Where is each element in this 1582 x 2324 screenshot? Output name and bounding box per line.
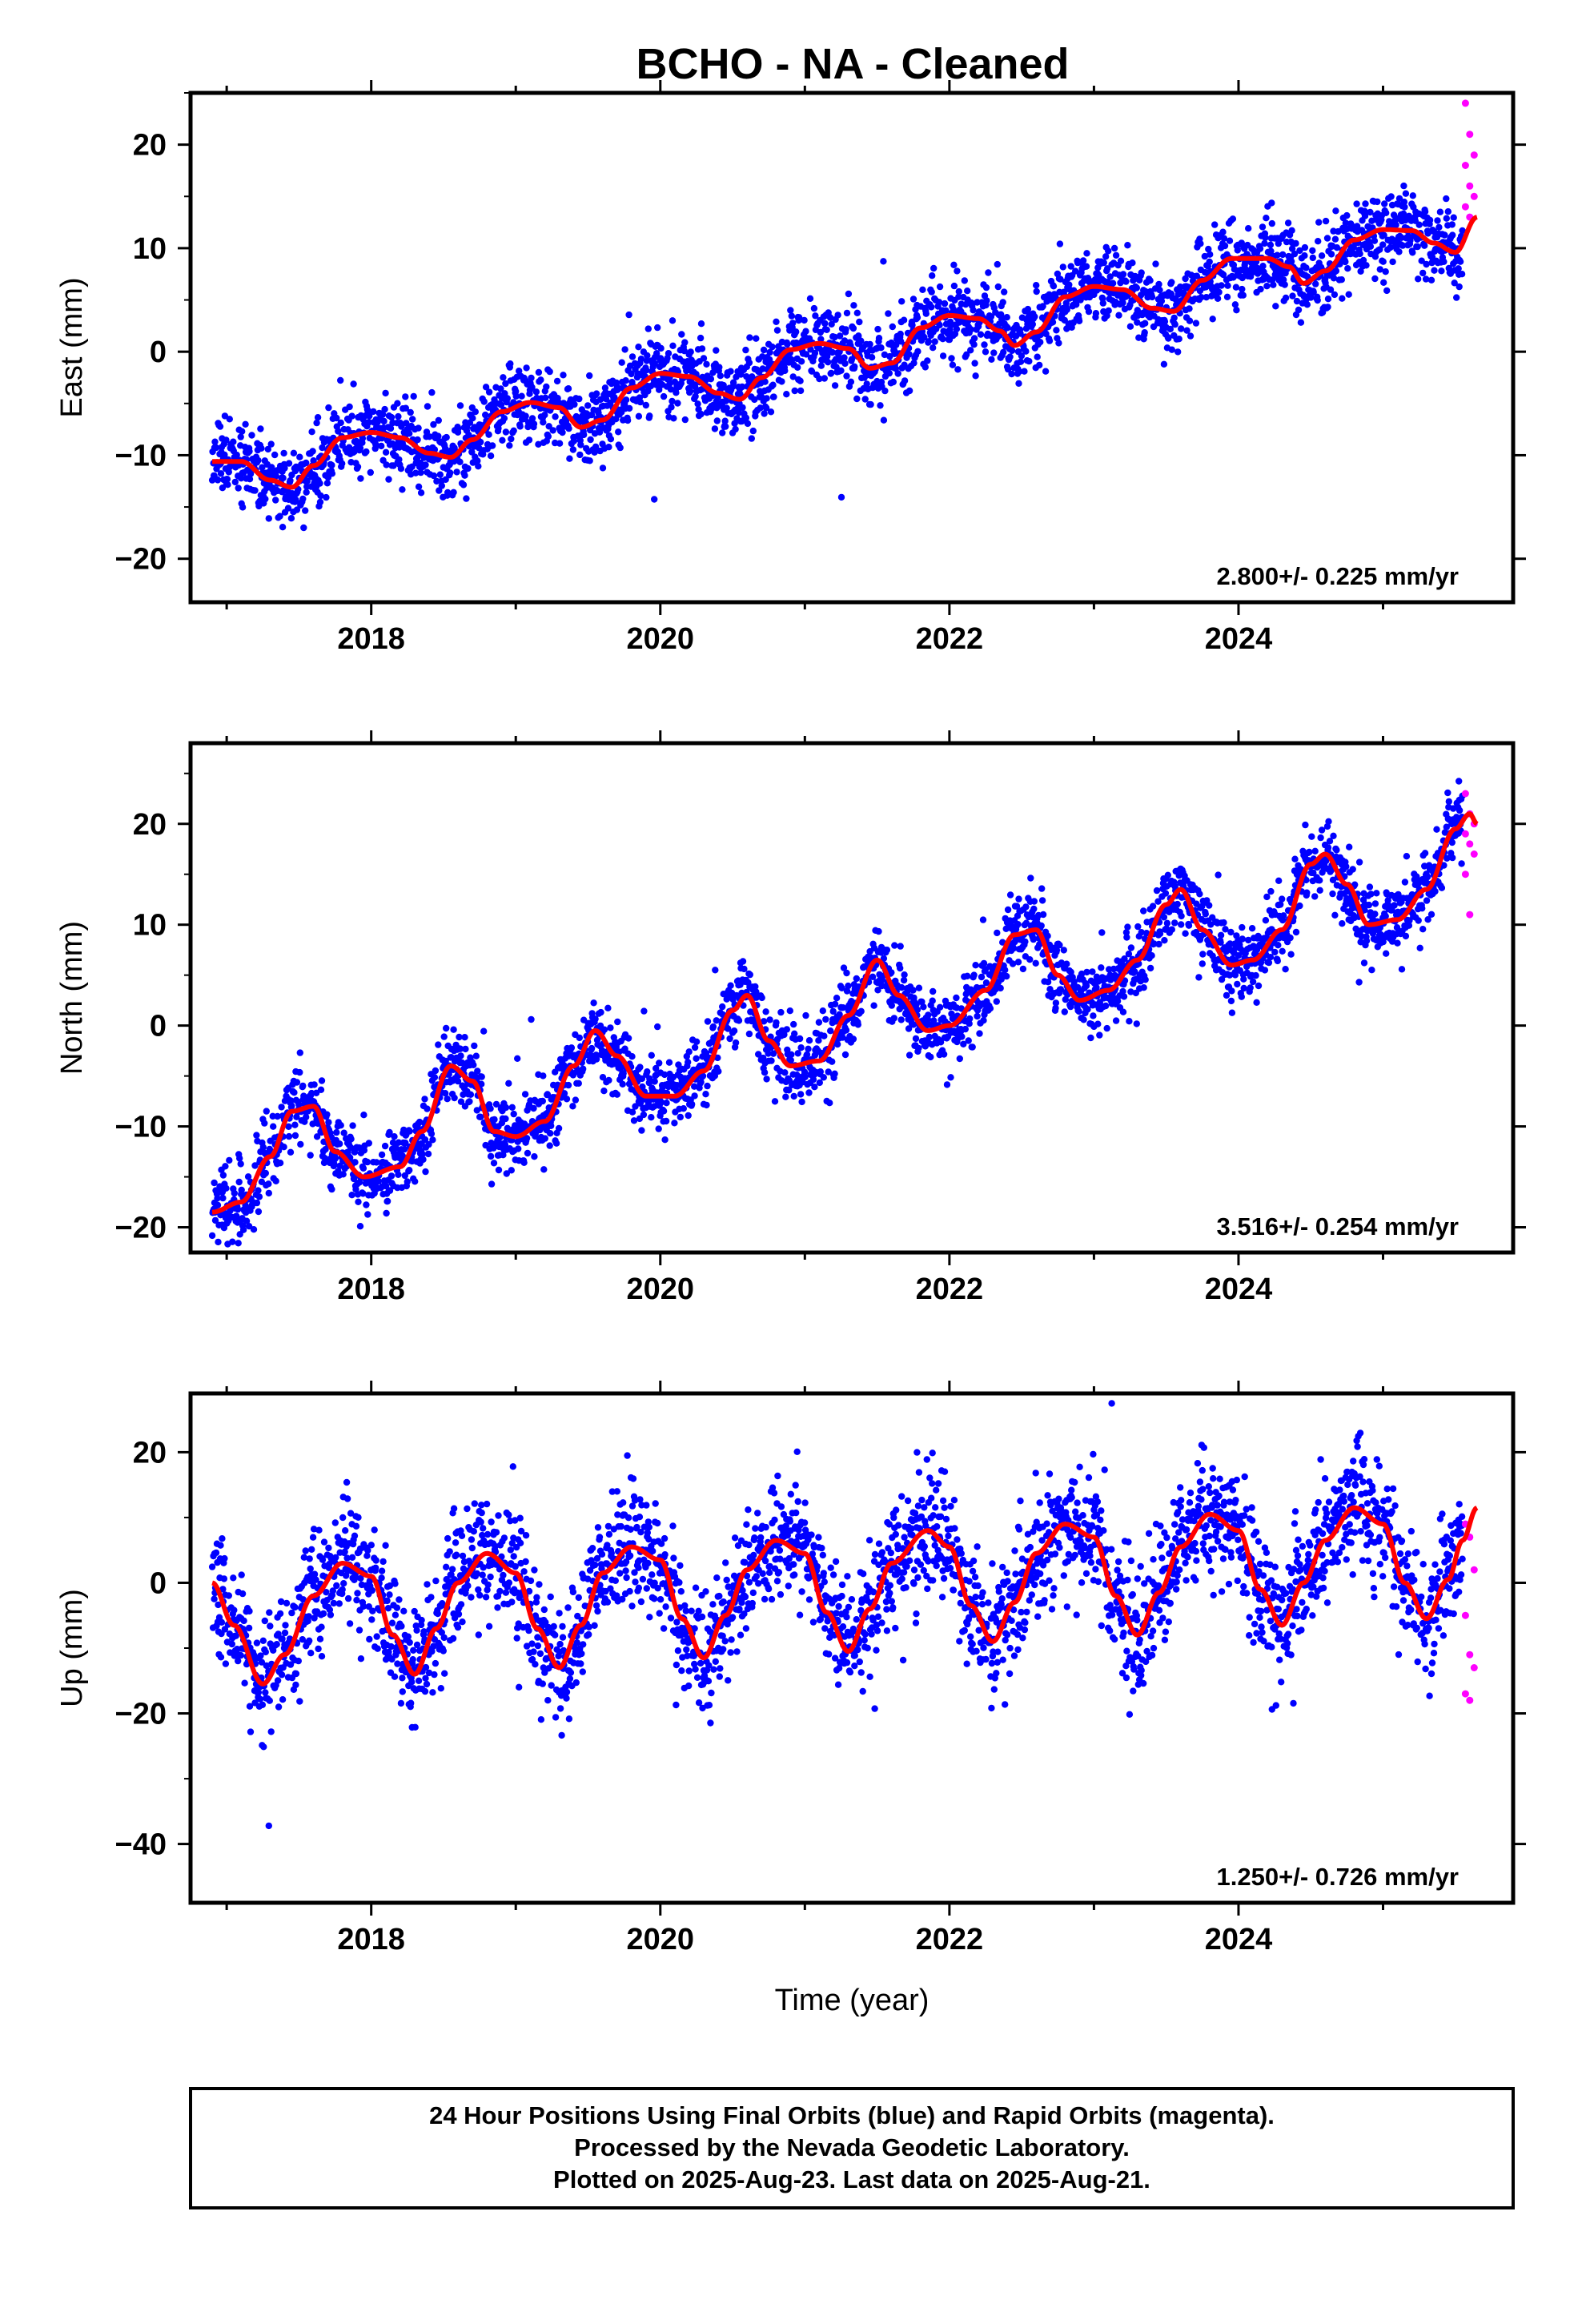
east-final-point-cloud — [208, 182, 1466, 532]
up-y-tick-label: −40 — [115, 1828, 167, 1862]
north-x-tick-label: 2024 — [1205, 1273, 1273, 1306]
north-rapid-point — [1470, 850, 1478, 858]
east-final-points — [208, 182, 1466, 532]
north-y-tick-label: −10 — [115, 1111, 167, 1144]
north-x-tick-label: 2018 — [337, 1273, 405, 1306]
east-x-tick-label: 2020 — [627, 622, 695, 656]
up-rapid-points — [1461, 1520, 1478, 1704]
north-panel: 2018 2020 2022 2024 −20 −10 0 10 20 North (mm) 3.5… — [55, 730, 1526, 1306]
up-final-points — [208, 1400, 1466, 1830]
east-rapid-point — [1466, 182, 1474, 190]
north-y-axis-label: North (mm) — [55, 921, 89, 1075]
north-y-tick-label: 10 — [133, 909, 167, 943]
north-rapid-points — [1461, 790, 1478, 919]
east-rapid-point — [1461, 162, 1469, 169]
up-rapid-point — [1466, 1651, 1474, 1659]
east-rapid-point — [1461, 203, 1469, 211]
up-model-line — [211, 1505, 1479, 1687]
north-rapid-point — [1461, 830, 1469, 838]
up-x-tick-label: 2022 — [916, 1923, 984, 1956]
up-panel: 2018 2020 2022 2024 −40 −20 0 20 Up (mm) 1.250+/-… — [55, 1381, 1526, 1956]
up-y-tick-label: −20 — [115, 1698, 167, 1731]
up-rapid-point — [1466, 1696, 1474, 1704]
north-plot-frame — [188, 741, 1516, 1255]
east-rapid-points — [1461, 99, 1478, 221]
north-rapid-point — [1461, 870, 1469, 879]
footer-line-1: 24 Hour Positions Using Final Orbits (bl… — [429, 2101, 1275, 2129]
north-x-tick-label: 2022 — [916, 1273, 984, 1306]
east-y-tick-label: −20 — [115, 543, 167, 577]
chart-title: BCHO - NA - Cleaned — [636, 40, 1069, 88]
footer-line-3: Plotted on 2025-Aug-23. Last data on 202… — [553, 2165, 1150, 2193]
east-rapid-point — [1466, 131, 1474, 139]
up-y-tick-label: 20 — [133, 1436, 167, 1470]
up-rapid-point — [1461, 1611, 1469, 1619]
up-final-point-cloud — [208, 1400, 1466, 1830]
east-rapid-point — [1470, 192, 1478, 200]
north-y-tick-label: 0 — [150, 1010, 167, 1043]
east-y-tick-label: 10 — [133, 232, 167, 266]
up-rapid-point — [1470, 1664, 1478, 1671]
east-model-line — [211, 215, 1479, 490]
north-rapid-point — [1466, 840, 1474, 848]
x-axis-label: Time (year) — [775, 1984, 930, 2017]
east-x-tick-label: 2018 — [337, 622, 405, 656]
north-rapid-point — [1466, 911, 1474, 919]
east-rapid-point — [1470, 151, 1478, 159]
east-panel: 2018 2020 2022 2024 −20 −10 0 10 20 East (mm) 2.80… — [55, 80, 1526, 656]
east-plot-frame — [188, 90, 1516, 605]
east-y-axis-label: East (mm) — [55, 277, 89, 417]
east-y-tick-label: −10 — [115, 439, 167, 472]
up-rapid-point — [1461, 1690, 1469, 1698]
east-x-tick-label: 2024 — [1205, 622, 1273, 656]
footer-line-2: Processed by the Nevada Geodetic Laborat… — [574, 2133, 1130, 2161]
up-x-tick-label: 2020 — [627, 1923, 695, 1956]
east-x-tick-label: 2022 — [916, 622, 984, 656]
up-rapid-point — [1470, 1566, 1478, 1574]
east-rate-label: 2.800+/- 0.225 mm/yr — [1217, 562, 1459, 590]
footer-box — [189, 2087, 1515, 2209]
north-rapid-point — [1461, 790, 1469, 798]
up-x-tick-label: 2024 — [1205, 1923, 1273, 1956]
north-model-line — [211, 811, 1479, 1215]
north-y-tick-label: 20 — [133, 808, 167, 842]
up-x-tick-label: 2018 — [337, 1923, 405, 1956]
east-rapid-point — [1461, 99, 1469, 107]
up-rate-label: 1.250+/- 0.726 mm/yr — [1217, 1863, 1459, 1891]
north-final-point-cloud — [208, 778, 1466, 1252]
up-y-tick-label: 0 — [150, 1566, 167, 1600]
east-y-tick-label: 20 — [133, 129, 167, 163]
north-final-points — [208, 778, 1466, 1252]
north-rate-label: 3.516+/- 0.254 mm/yr — [1217, 1212, 1459, 1240]
up-y-axis-label: Up (mm) — [55, 1589, 89, 1707]
north-x-tick-label: 2020 — [627, 1273, 695, 1306]
east-y-tick-label: 0 — [150, 336, 167, 369]
north-y-tick-label: −20 — [115, 1212, 167, 1245]
